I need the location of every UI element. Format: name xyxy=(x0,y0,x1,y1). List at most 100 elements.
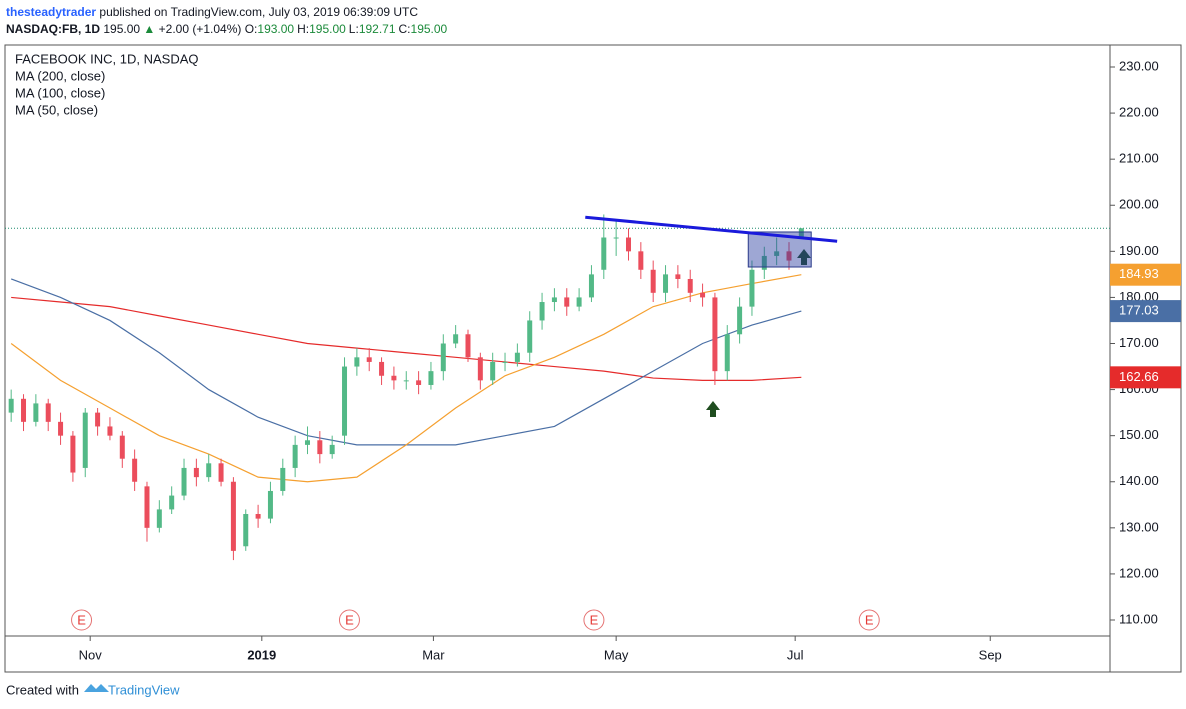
symbol-line: NASDAQ:FB, 1D 195.00 ▲ +2.00 (+1.04%) O:… xyxy=(6,22,450,36)
earnings-label: E xyxy=(345,612,354,627)
candle-body xyxy=(391,375,397,381)
candle-body xyxy=(193,467,199,478)
candle-body xyxy=(218,463,224,482)
author[interactable]: thesteadytrader xyxy=(6,5,97,19)
ohlc-value: 193.00 xyxy=(257,22,295,36)
ma-line xyxy=(11,296,802,381)
footer-text: Created with xyxy=(6,682,79,697)
candle-body xyxy=(675,274,681,279)
candle-body xyxy=(416,380,422,385)
candle-body xyxy=(169,495,175,510)
earnings-marker xyxy=(71,609,93,631)
y-tick-label: 110.00 xyxy=(1119,611,1158,626)
y-tick-label: 230.00 xyxy=(1119,58,1159,73)
candle-body xyxy=(663,274,669,293)
candle-body xyxy=(712,297,718,372)
candle-body xyxy=(82,412,88,468)
candle-body xyxy=(119,435,125,459)
trendline xyxy=(585,215,838,243)
y-tick-label: 150.00 xyxy=(1119,427,1159,442)
candle-body xyxy=(70,435,76,473)
earnings-label: E xyxy=(865,612,874,627)
ohlc-label: L: xyxy=(348,22,359,36)
candle-body xyxy=(453,334,459,344)
chart-title: FACEBOOK INC, 1D, NASDAQ xyxy=(15,51,199,66)
candle-body xyxy=(280,467,286,491)
candle-body xyxy=(58,421,64,436)
x-tick-label: Sep xyxy=(979,647,1002,662)
earnings-marker xyxy=(583,609,605,631)
candle-body xyxy=(502,361,508,363)
candle-body xyxy=(490,361,496,381)
candle-body xyxy=(551,297,557,303)
symbol: NASDAQ:FB, 1D xyxy=(6,22,101,36)
frame xyxy=(4,44,1182,673)
candle-body xyxy=(379,361,385,376)
candle-body xyxy=(737,306,743,335)
legend-entry: MA (200, close) xyxy=(15,68,105,83)
ma-line xyxy=(10,274,802,483)
logo xyxy=(84,684,109,692)
candle-body xyxy=(786,251,792,261)
y-tick-label: 140.00 xyxy=(1119,473,1159,488)
candle-body xyxy=(638,251,644,270)
candle-body xyxy=(156,509,162,528)
y-tick-label: 190.00 xyxy=(1119,243,1159,258)
candle-body xyxy=(428,371,434,385)
candle-body xyxy=(625,237,631,252)
price-tag-label: 177.03 xyxy=(1119,303,1159,318)
candle-body xyxy=(33,403,39,422)
arrow-up xyxy=(706,401,720,417)
candle-body xyxy=(724,334,730,372)
y-tick-label: 210.00 xyxy=(1119,151,1159,166)
price-tag-label: 162.66 xyxy=(1119,369,1159,384)
candle-body xyxy=(21,398,27,422)
candle-body xyxy=(206,463,212,478)
candle-body xyxy=(342,366,348,436)
legend-entry: MA (100, close) xyxy=(15,85,105,100)
change: +2.00 (+1.04%) xyxy=(158,22,242,36)
candle-body xyxy=(613,237,619,239)
candle-body xyxy=(144,486,150,528)
price-tag-label: 184.93 xyxy=(1119,266,1159,281)
candle-body xyxy=(403,380,409,382)
ohlc-label: O: xyxy=(244,22,258,36)
y-tick-label: 200.00 xyxy=(1119,197,1159,212)
candle-body xyxy=(292,444,298,468)
ohlc-value: 195.00 xyxy=(410,22,448,36)
publish-line: thesteadytrader published on TradingView… xyxy=(6,5,418,19)
candle-body xyxy=(588,274,594,298)
earnings-label: E xyxy=(590,612,599,627)
price-tag xyxy=(1110,300,1181,323)
up-triangle: ▲ xyxy=(143,22,156,36)
candle-body xyxy=(8,398,14,413)
y-tick-label: 130.00 xyxy=(1119,519,1159,534)
earnings-marker xyxy=(858,609,880,631)
candle-body xyxy=(304,440,310,445)
candle-body xyxy=(539,302,545,321)
candle-body xyxy=(749,269,755,307)
candle-body xyxy=(514,352,520,362)
candle-body xyxy=(700,292,706,298)
y-tick-label: 220.00 xyxy=(1119,105,1159,120)
candle-body xyxy=(687,278,693,293)
y-tick-label: 170.00 xyxy=(1119,335,1159,350)
x-tick-label: Nov xyxy=(79,647,103,662)
x-tick-label: 2019 xyxy=(247,647,276,662)
earnings-label: E xyxy=(77,612,86,627)
candle-body xyxy=(798,228,804,238)
arrow-up xyxy=(797,249,811,265)
candle-body xyxy=(230,481,236,551)
candle-body xyxy=(564,297,570,307)
ohlc-value: 195.00 xyxy=(309,22,346,36)
ohlc: O:193.00 H:195.00 L:192.71 C:195.00 xyxy=(245,22,451,36)
ohlc-value: 192.71 xyxy=(358,22,396,36)
candle-body xyxy=(477,357,483,381)
price: 195.00 xyxy=(103,22,141,36)
price-tag xyxy=(1110,263,1181,286)
footer-brand[interactable]: TradingView xyxy=(108,682,180,697)
x-tick-label: Jul xyxy=(787,647,804,662)
candle-body xyxy=(107,426,113,436)
